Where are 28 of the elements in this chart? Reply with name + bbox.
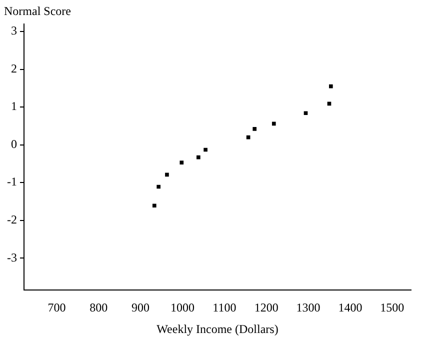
point — [252, 127, 257, 131]
y-tick-label: 0 — [10, 136, 17, 151]
point — [165, 172, 169, 177]
point — [196, 155, 200, 160]
y-tick-label: -3 — [6, 250, 17, 264]
y-tick-label: -1 — [6, 174, 17, 189]
x-tick-label: 1400 — [338, 300, 362, 315]
x-tick-label: 800 — [90, 300, 108, 315]
x-tick-label: 1200 — [254, 300, 278, 315]
x-tick-label: 1500 — [380, 300, 404, 315]
y-tick-label: 2 — [10, 61, 17, 76]
x-tick-label: 1300 — [296, 300, 320, 315]
x-tick-label: 900 — [132, 300, 150, 315]
point — [152, 204, 156, 208]
point — [156, 184, 160, 189]
y-axis-title: Normal Score — [4, 4, 71, 18]
x-tick-label: 700 — [48, 300, 66, 315]
y-tick-label: 1 — [10, 99, 17, 114]
x-tick-label: 1000 — [170, 300, 194, 315]
y-tick-label: -2 — [6, 212, 17, 226]
point — [304, 111, 308, 116]
point — [180, 160, 184, 164]
x-axis-title: Weekly Income (Dollars) — [156, 322, 278, 336]
point — [329, 84, 333, 88]
y-tick-label: 3 — [10, 24, 17, 38]
point — [204, 148, 208, 152]
point — [272, 122, 276, 126]
x-tick-label: 1100 — [212, 300, 236, 315]
